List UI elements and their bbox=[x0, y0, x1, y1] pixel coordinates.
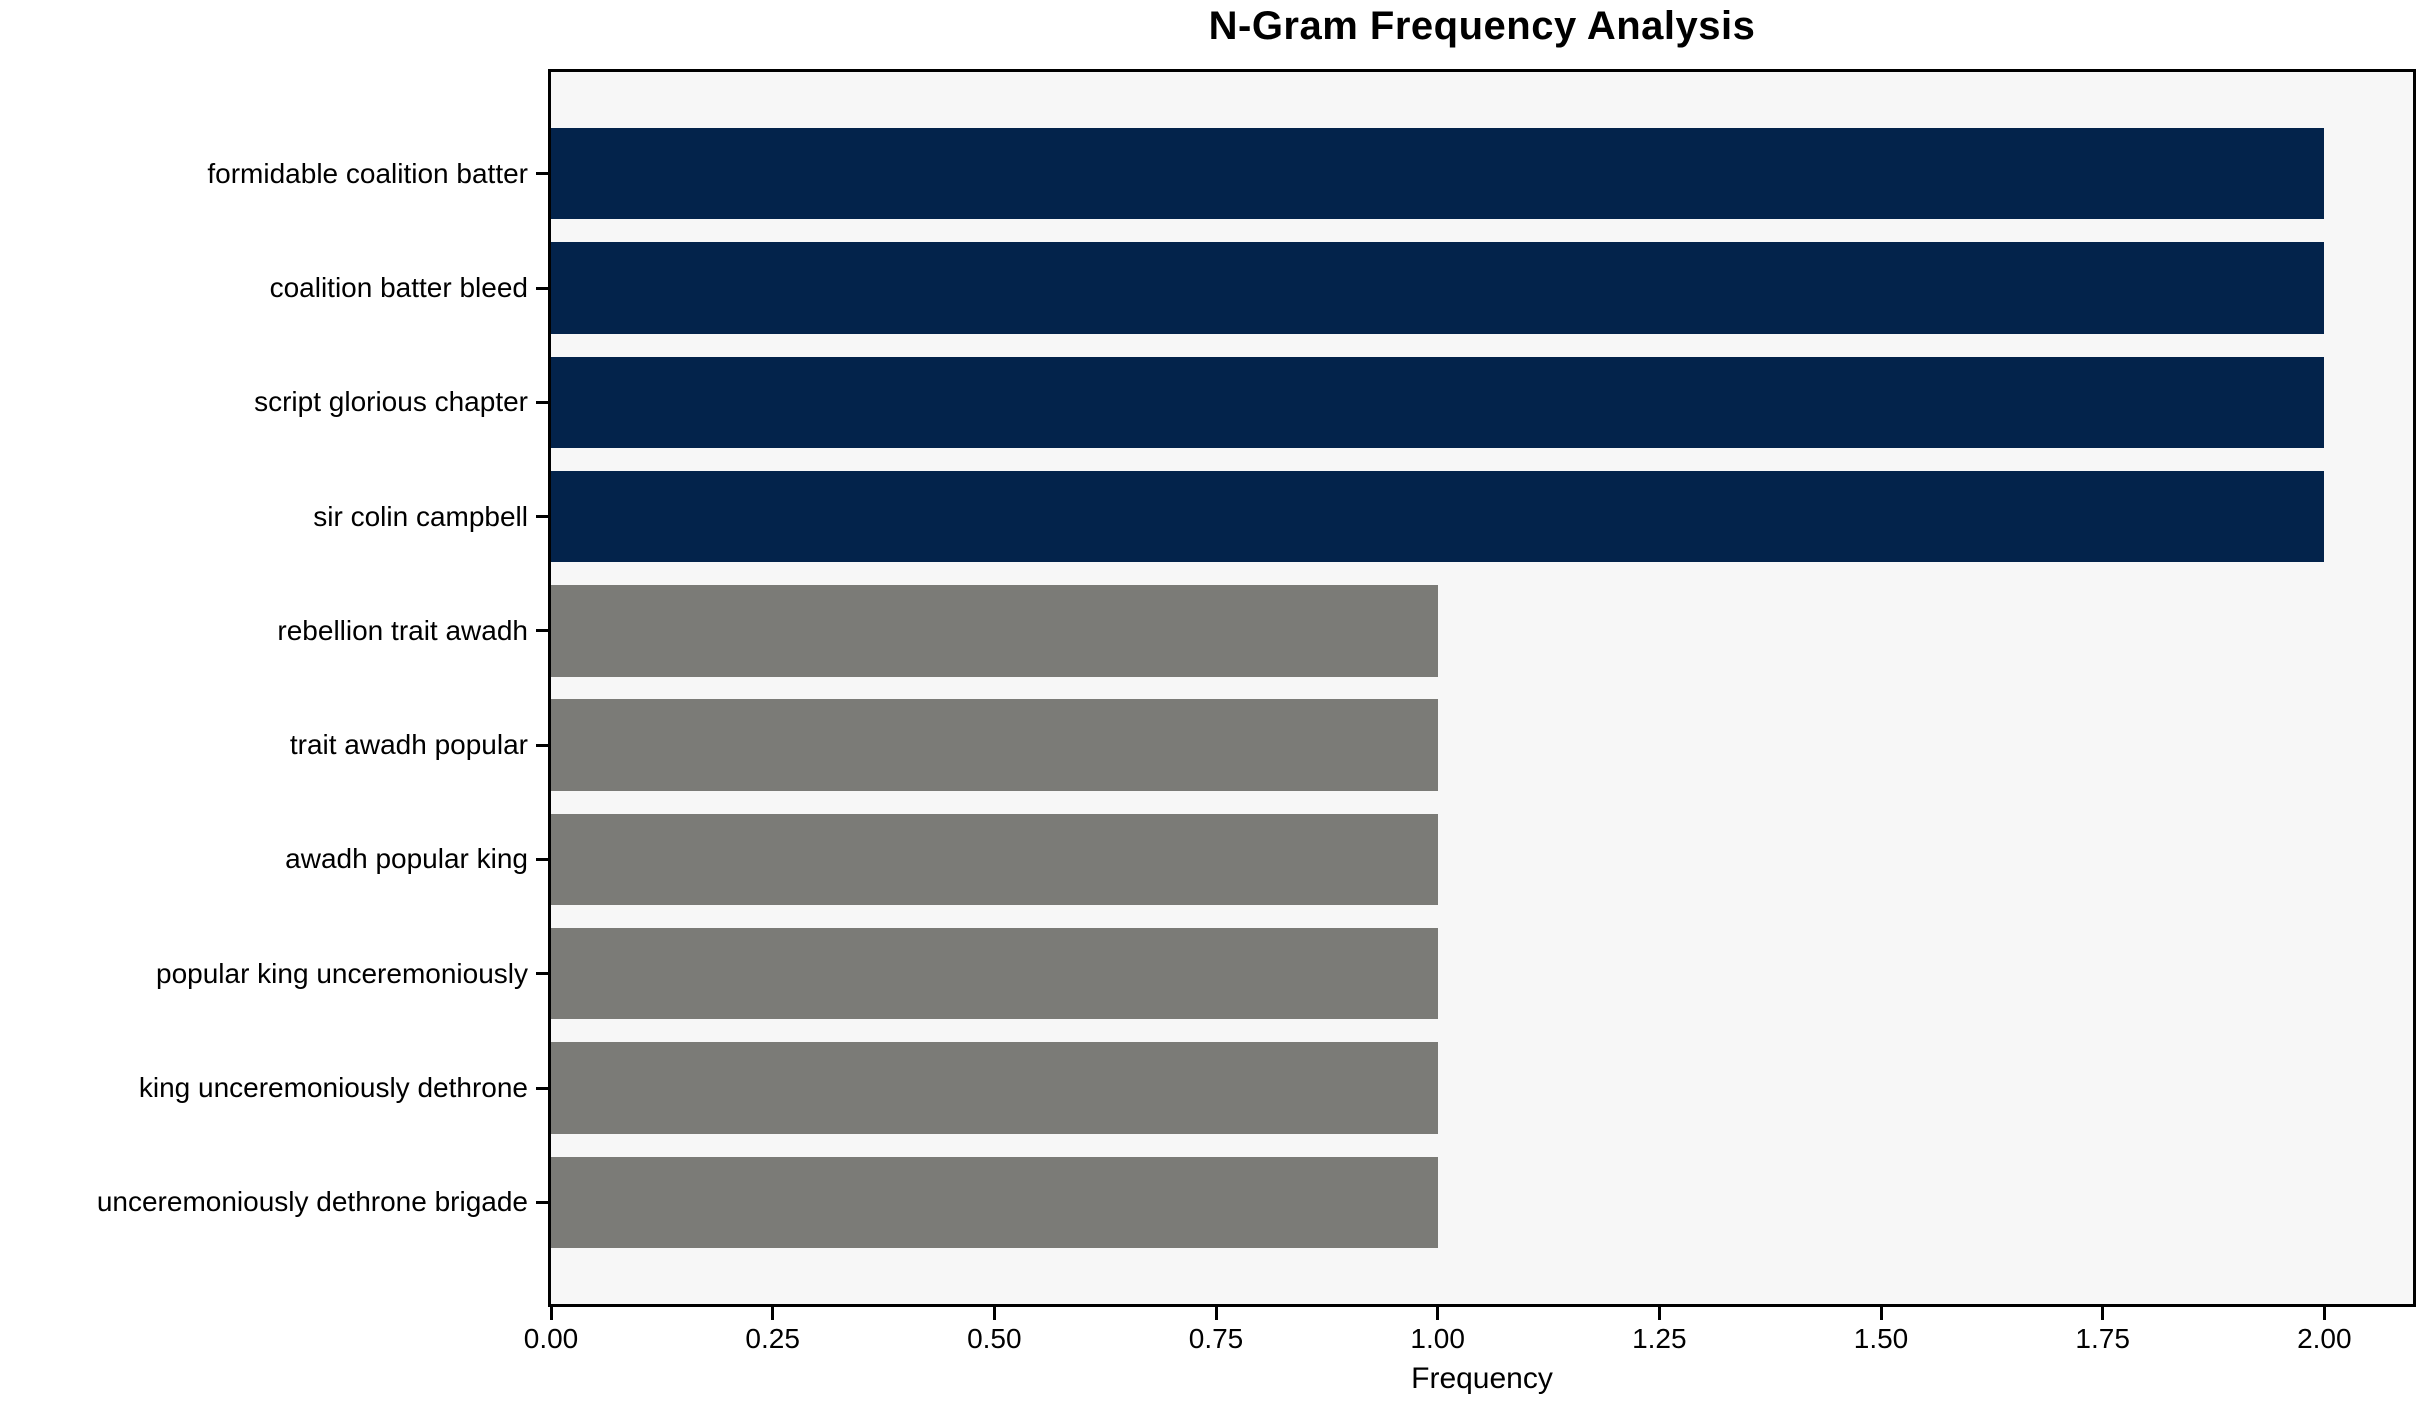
x-tick bbox=[1657, 1307, 1661, 1320]
x-tick-label: 0.00 bbox=[523, 1323, 579, 1354]
y-tick bbox=[536, 743, 549, 747]
bar bbox=[551, 1156, 1438, 1248]
x-tick-label: 1.25 bbox=[1632, 1323, 1687, 1354]
x-tick bbox=[1214, 1307, 1218, 1320]
x-tick-label: 1.00 bbox=[1410, 1323, 1465, 1354]
y-tick-label: awadh popular king bbox=[285, 843, 528, 875]
x-tick-label: 0.25 bbox=[745, 1323, 800, 1354]
bar bbox=[551, 470, 2325, 563]
y-tick bbox=[536, 172, 549, 176]
x-tick bbox=[1436, 1307, 1440, 1320]
y-tick-label: rebellion trait awadh bbox=[277, 614, 528, 646]
y-tick bbox=[536, 857, 549, 861]
x-tick bbox=[2322, 1307, 2326, 1320]
y-tick bbox=[536, 1086, 549, 1090]
y-tick-label: formidable coalition batter bbox=[207, 157, 528, 189]
x-tick-label: 0.50 bbox=[967, 1323, 1022, 1354]
y-tick-label: script glorious chapter bbox=[254, 386, 528, 418]
x-tick bbox=[549, 1307, 553, 1320]
y-tick bbox=[536, 515, 549, 519]
x-tick bbox=[1879, 1307, 1883, 1320]
y-tick bbox=[536, 1200, 549, 1204]
bar bbox=[551, 699, 1438, 791]
plot-area bbox=[548, 69, 2416, 1307]
x-tick-label: 1.75 bbox=[2075, 1323, 2130, 1354]
y-tick bbox=[536, 629, 549, 633]
bar bbox=[551, 128, 2325, 220]
y-tick bbox=[536, 972, 549, 976]
bar bbox=[551, 356, 2325, 448]
y-tick-label: unceremoniously dethrone brigade bbox=[96, 1186, 528, 1218]
x-tick bbox=[2101, 1307, 2105, 1320]
y-tick-label: trait awadh popular bbox=[289, 729, 528, 761]
bar bbox=[551, 242, 2325, 334]
y-tick-label: king unceremoniously dethrone bbox=[138, 1072, 528, 1103]
bar bbox=[551, 585, 1438, 677]
bar bbox=[551, 813, 1438, 906]
x-tick-label: 2.00 bbox=[2297, 1323, 2352, 1354]
x-tick-label: 0.75 bbox=[1188, 1323, 1244, 1354]
chart-title: N-Gram Frequency Analysis bbox=[1208, 4, 1756, 48]
x-tick-label: 1.50 bbox=[1853, 1323, 1909, 1354]
y-tick-label: sir colin campbell bbox=[313, 500, 528, 532]
y-tick bbox=[536, 400, 549, 404]
y-tick-label: coalition batter bleed bbox=[269, 272, 528, 303]
x-tick bbox=[771, 1307, 775, 1320]
bar bbox=[551, 928, 1438, 1020]
x-axis-label: Frequency bbox=[1411, 1362, 1553, 1395]
bar bbox=[551, 1042, 1438, 1134]
x-tick bbox=[992, 1307, 996, 1320]
y-tick-label: popular king unceremoniously bbox=[156, 957, 528, 989]
y-tick bbox=[536, 286, 549, 290]
